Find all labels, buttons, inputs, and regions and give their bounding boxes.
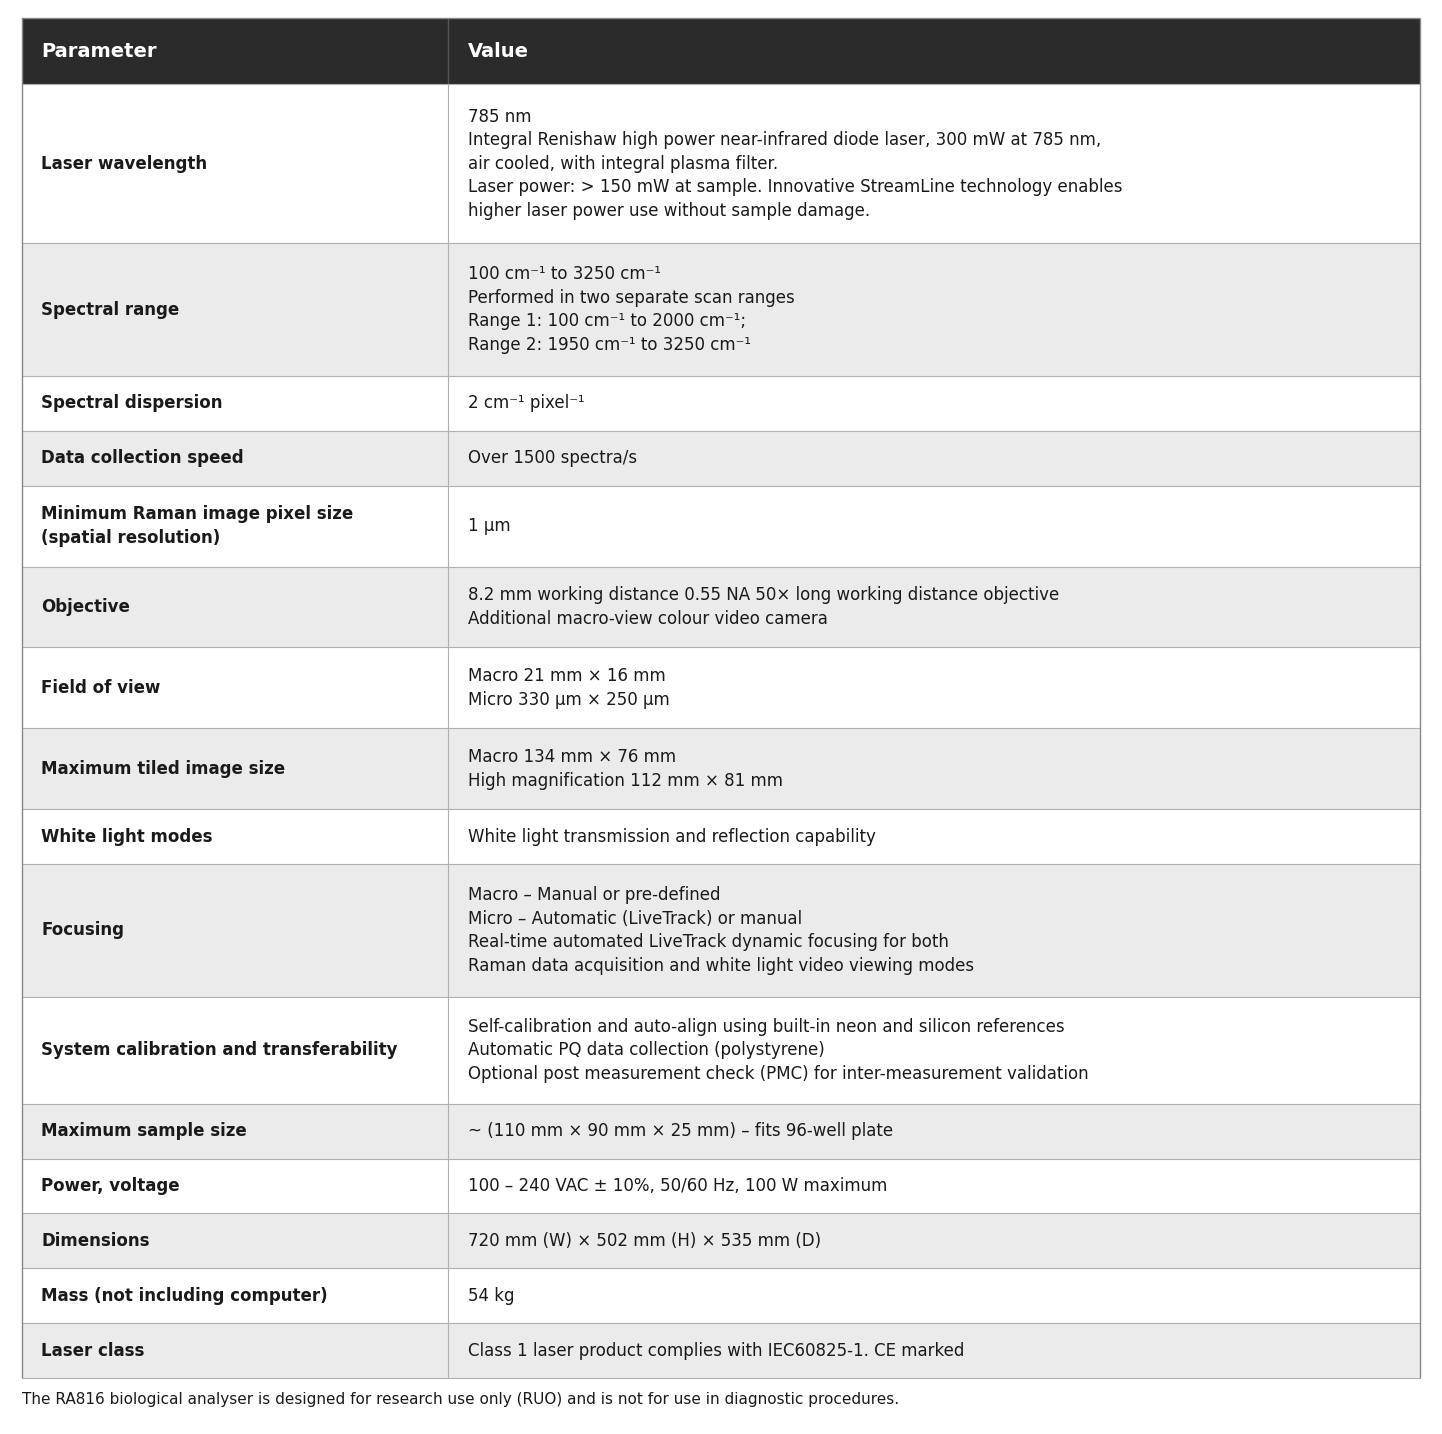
Text: Macro 21 mm × 16 mm
Micro 330 μm × 250 μm: Macro 21 mm × 16 mm Micro 330 μm × 250 μ…: [467, 667, 669, 708]
Text: Macro – Manual or pre-defined
Micro – Automatic (LiveTrack) or manual
Real-time : Macro – Manual or pre-defined Micro – Au…: [467, 886, 973, 975]
Text: The RA816 biological analyser is designed for research use only (RUO) and is not: The RA816 biological analyser is designe…: [22, 1392, 900, 1407]
Bar: [22, 1159, 1420, 1213]
Bar: [22, 1324, 1420, 1378]
Text: White light modes: White light modes: [42, 827, 213, 846]
Text: 54 kg: 54 kg: [467, 1286, 515, 1305]
Bar: [22, 1213, 1420, 1268]
Text: Focusing: Focusing: [42, 922, 124, 939]
Text: Self-calibration and auto-align using built-in neon and silicon references
Autom: Self-calibration and auto-align using bu…: [467, 1018, 1089, 1083]
Text: Maximum sample size: Maximum sample size: [42, 1123, 247, 1140]
Text: Over 1500 spectra/s: Over 1500 spectra/s: [467, 449, 637, 467]
Text: Mass (not including computer): Mass (not including computer): [42, 1286, 329, 1305]
Bar: [22, 809, 1420, 865]
Bar: [22, 648, 1420, 728]
Bar: [22, 865, 1420, 997]
Text: Data collection speed: Data collection speed: [42, 449, 244, 467]
Bar: [22, 376, 1420, 430]
Bar: [22, 19, 1420, 85]
Text: Dimensions: Dimensions: [42, 1232, 150, 1250]
Text: 100 cm⁻¹ to 3250 cm⁻¹
Performed in two separate scan ranges
Range 1: 100 cm⁻¹ to: 100 cm⁻¹ to 3250 cm⁻¹ Performed in two s…: [467, 265, 795, 354]
Text: 785 nm
Integral Renishaw high power near-infrared diode laser, 300 mW at 785 nm,: 785 nm Integral Renishaw high power near…: [467, 108, 1122, 219]
Text: White light transmission and reflection capability: White light transmission and reflection …: [467, 827, 875, 846]
Text: Power, voltage: Power, voltage: [42, 1177, 180, 1195]
Bar: [22, 997, 1420, 1104]
Text: Parameter: Parameter: [42, 42, 157, 60]
Text: Laser wavelength: Laser wavelength: [42, 155, 208, 174]
Text: Minimum Raman image pixel size
(spatial resolution): Minimum Raman image pixel size (spatial …: [42, 505, 353, 546]
Text: Class 1 laser product complies with IEC60825-1. CE marked: Class 1 laser product complies with IEC6…: [467, 1342, 965, 1359]
Text: Macro 134 mm × 76 mm
High magnification 112 mm × 81 mm: Macro 134 mm × 76 mm High magnification …: [467, 749, 783, 790]
Bar: [22, 566, 1420, 648]
Text: Laser class: Laser class: [42, 1342, 144, 1359]
Text: Spectral range: Spectral range: [42, 301, 180, 318]
Bar: [22, 244, 1420, 376]
Bar: [22, 1268, 1420, 1324]
Bar: [22, 728, 1420, 809]
Text: 8.2 mm working distance 0.55 NA 50× long working distance objective
Additional m: 8.2 mm working distance 0.55 NA 50× long…: [467, 587, 1058, 628]
Text: Value: Value: [467, 42, 529, 60]
Text: 2 cm⁻¹ pixel⁻¹: 2 cm⁻¹ pixel⁻¹: [467, 394, 584, 413]
Bar: [22, 1104, 1420, 1159]
Bar: [22, 430, 1420, 486]
Text: 1 μm: 1 μm: [467, 518, 510, 535]
Text: Field of view: Field of view: [42, 678, 162, 697]
Text: ~ (110 mm × 90 mm × 25 mm) – fits 96-well plate: ~ (110 mm × 90 mm × 25 mm) – fits 96-wel…: [467, 1123, 893, 1140]
Bar: [22, 85, 1420, 244]
Text: 100 – 240 VAC ± 10%, 50/60 Hz, 100 W maximum: 100 – 240 VAC ± 10%, 50/60 Hz, 100 W max…: [467, 1177, 887, 1195]
Text: System calibration and transferability: System calibration and transferability: [42, 1041, 398, 1060]
Text: Maximum tiled image size: Maximum tiled image size: [42, 760, 286, 777]
Bar: [22, 486, 1420, 566]
Text: Spectral dispersion: Spectral dispersion: [42, 394, 224, 413]
Text: Objective: Objective: [42, 598, 130, 617]
Text: 720 mm (W) × 502 mm (H) × 535 mm (D): 720 mm (W) × 502 mm (H) × 535 mm (D): [467, 1232, 820, 1250]
